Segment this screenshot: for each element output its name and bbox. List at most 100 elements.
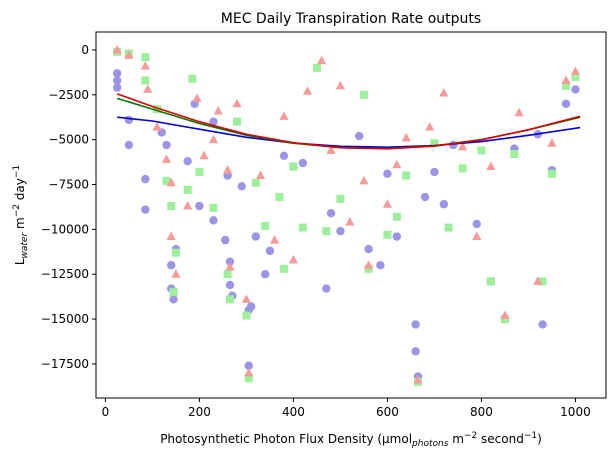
scatter-point-triangle	[166, 231, 176, 241]
y-tick-label: −10000	[41, 222, 89, 236]
scatter-point-triangle	[533, 276, 543, 285]
scatter-point-triangle	[241, 294, 252, 303]
scatter-point-circle	[279, 151, 289, 160]
scatter-point-square	[430, 139, 439, 148]
scatter-point-square	[500, 315, 509, 324]
x-axis-label: Photosynthetic Photon Flux Density (μmol…	[160, 431, 542, 449]
scatter-point-square	[312, 63, 321, 72]
scatter-point-circle	[246, 302, 256, 311]
scatter-point-triangle	[401, 132, 411, 142]
scatter-point-circle	[392, 232, 402, 241]
scatter-point-triangle	[140, 61, 150, 70]
scatter-point-circle	[167, 261, 176, 270]
scatter-point-triangle	[500, 310, 510, 319]
scatter-point-circle	[112, 76, 122, 85]
scatter-point-circle	[195, 201, 204, 211]
scatter-point-circle	[472, 219, 481, 229]
scatter-point-circle	[237, 182, 246, 191]
scatter-point-triangle	[288, 254, 299, 264]
scatter-point-square	[188, 74, 197, 83]
scatter-point-circle	[439, 200, 449, 209]
plot-frame	[95, 31, 607, 399]
x-tick-label: 0	[102, 405, 110, 419]
x-axis: 0 200 400 600 800 1000	[102, 398, 591, 419]
scatter-point-square	[167, 202, 176, 211]
scatter-point-circle	[355, 131, 364, 141]
scatter-point-triangle	[514, 107, 524, 117]
data-marks	[112, 44, 581, 386]
scatter-point-square	[209, 203, 218, 212]
scatter-point-circle	[225, 280, 235, 290]
scatter-point-triangle	[279, 111, 289, 120]
x-axis-label-sub: photons	[411, 439, 449, 449]
scatter-point-triangle	[161, 154, 172, 163]
scatter-point-square	[242, 311, 251, 320]
scatter-point-triangle	[345, 217, 355, 226]
y-tick-label: −15000	[41, 312, 89, 326]
scatter-point-square	[562, 81, 571, 90]
scatter-point-triangle	[192, 93, 202, 102]
scatter-point-square	[153, 105, 162, 114]
scatter-point-triangle	[570, 66, 581, 75]
scatter-point-triangle	[143, 84, 153, 93]
scatter-point-square	[289, 162, 298, 171]
fit-line	[116, 93, 581, 150]
x-axis-label-sup1: −2	[464, 431, 477, 441]
scatter-point-circle	[244, 361, 253, 370]
scatter-point-circle	[141, 205, 150, 214]
scatter-point-triangle	[171, 269, 181, 278]
scatter-point-triangle	[359, 175, 369, 185]
scatter-point-circle	[221, 235, 230, 245]
scatter-point-square	[244, 374, 253, 383]
x-tick-label: 800	[470, 405, 493, 419]
scatter-point-circle	[261, 270, 270, 279]
y-tick-label: 0	[81, 43, 89, 57]
x-tick-label: 1000	[560, 405, 591, 419]
scatter-point-triangle	[335, 80, 346, 90]
scatter-point-circle	[364, 244, 373, 254]
scatter-point-triangle	[439, 88, 449, 97]
scatter-point-square	[280, 264, 289, 273]
scatter-point-triangle	[225, 262, 235, 271]
scatter-point-triangle	[425, 122, 435, 131]
scatter-point-circle	[169, 295, 178, 304]
x-axis-label-sup2: −1	[524, 431, 537, 441]
scatter-point-square	[336, 194, 345, 203]
scatter-point-square	[458, 164, 467, 173]
scatter-point-square	[183, 185, 192, 194]
scatter-point-square	[251, 178, 260, 187]
scatter-point-triangle	[270, 235, 280, 244]
scatter-point-circle	[322, 284, 331, 293]
scatter-point-square	[162, 176, 171, 185]
scatter-point-circle	[124, 115, 134, 125]
scatter-point-square	[298, 223, 307, 232]
x-axis-label-middle: m	[448, 432, 464, 446]
scatter-point-square	[275, 193, 284, 202]
scatter-point-circle	[298, 158, 308, 168]
y-axis-label-sup1: −2	[12, 204, 22, 217]
y-axis-label: Lwater m−2 day−1	[12, 165, 30, 265]
scatter-point-square	[486, 277, 495, 286]
scatter-point-triangle	[547, 138, 557, 147]
scatter-point-square	[223, 270, 232, 279]
y-axis-label-suffix: day	[13, 178, 27, 204]
y-axis: 0 −2500 −5000 −7500 −10000 −12500 −15000 −17500	[41, 43, 96, 371]
fit-line	[117, 116, 581, 149]
scatter-point-triangle	[561, 75, 571, 84]
scatter-point-circle	[561, 99, 571, 108]
y-tick-label: −5000	[48, 133, 89, 147]
scatter-point-circle	[251, 232, 261, 241]
scatter-point-triangle	[183, 201, 193, 210]
scatter-point-square	[195, 167, 204, 176]
scatter-point-triangle	[458, 141, 468, 151]
scatter-point-circle	[383, 169, 392, 178]
scatter-point-circle	[209, 216, 218, 225]
x-axis-label-suffix: second	[477, 432, 524, 446]
scatter-point-square	[141, 76, 150, 85]
scatter-point-triangle	[223, 165, 233, 174]
scatter-point-square	[225, 295, 234, 304]
scatter-point-circle	[336, 226, 345, 236]
scatter-point-circle	[430, 167, 439, 177]
scatter-point-square	[169, 288, 178, 297]
